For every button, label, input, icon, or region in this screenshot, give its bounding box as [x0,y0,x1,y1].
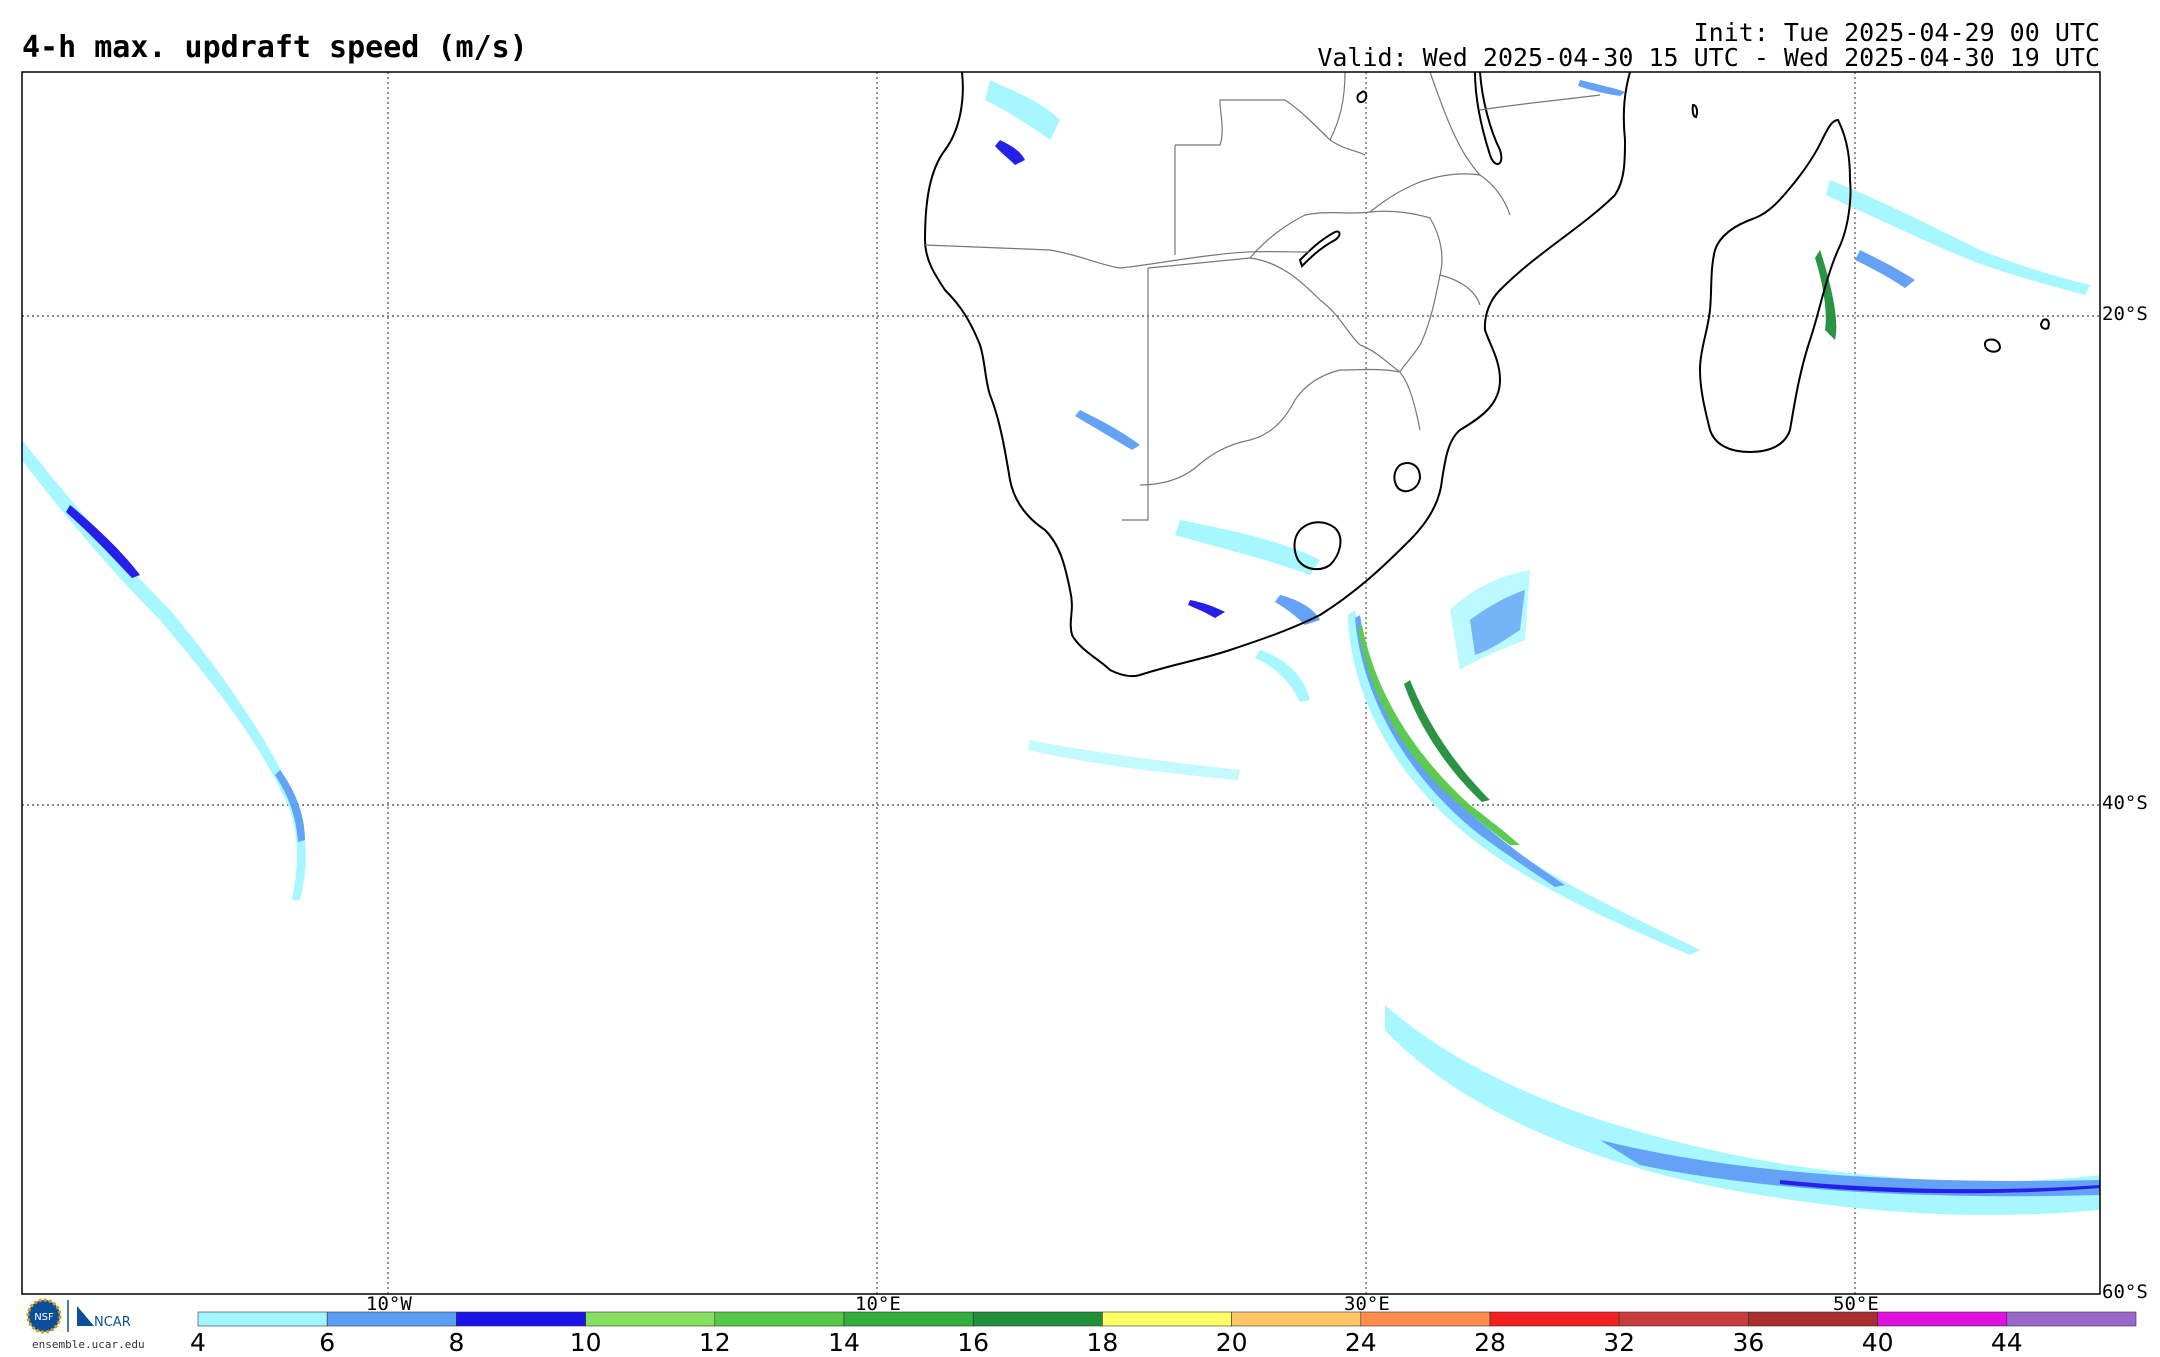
nsf-logo: NSF [26,1298,62,1334]
colorbar-segment [1618,1311,1749,1327]
svg-text:NSF: NSF [34,1312,54,1323]
colorbar-tick-label: 16 [957,1328,990,1357]
colorbar-segment [1877,1311,2008,1327]
colorbar-tick-label: 6 [319,1328,336,1357]
colorbar-tick-label: 28 [1474,1328,1506,1357]
colorbar [197,1311,2137,1327]
colorbar-tick-label: 4 [190,1328,206,1357]
lon-label-10w: 10°W [366,1293,412,1315]
lon-label-50e: 50°E [1833,1293,1879,1315]
colorbar-segment [1102,1311,1232,1327]
ncar-logo: NCAR [77,1306,131,1330]
colorbar-tick-label: 10 [569,1328,602,1357]
lon-label-30e: 30°E [1344,1293,1390,1315]
colorbar-tick-label: 8 [448,1328,465,1357]
valid-time: Valid: Wed 2025-04-30 15 UTC - Wed 2025-… [1317,43,2100,72]
colorbar-tick-label: 14 [828,1328,860,1357]
colorbar-segment [585,1311,716,1327]
svg-text:NCAR: NCAR [94,1315,131,1330]
lat-label-40s: 40°S [2102,792,2148,814]
colorbar-tick-label: 20 [1215,1328,1248,1357]
graticule [22,72,2100,1294]
colorbar-segment [2006,1311,2137,1327]
lat-label-20s: 20°S [2102,303,2148,325]
lat-label-60s: 60°S [2102,1281,2148,1303]
colorbar-tick-label: 44 [1990,1328,2023,1357]
colorbar-segment [1231,1311,1362,1327]
colorbar-tick-label: 18 [1086,1328,1119,1357]
site-url: ensemble.ucar.edu [32,1338,145,1351]
init-time: Init: Tue 2025-04-29 00 UTC [1693,18,2100,47]
colorbar-tick-label: 40 [1861,1328,1894,1357]
colorbar-tick-label: 32 [1603,1328,1636,1357]
colorbar-tick-label: 36 [1732,1328,1765,1357]
colorbar-segment [714,1311,845,1327]
colorbar-segment [972,1311,1103,1327]
colorbar-segment [1489,1311,1620,1327]
map-title: 4-h max. updraft speed (m/s) [22,30,528,65]
coastlines [923,72,2050,678]
colorbar-segment [456,1311,586,1327]
colorbar-tick-label: 12 [698,1328,731,1357]
updraft-field [22,80,2100,1215]
logos: NSF NCAR [26,1298,131,1334]
colorbar-segment [197,1311,328,1327]
country-borders [924,72,1601,521]
colorbar-tick-label: 24 [1344,1328,1377,1357]
lon-label-10e: 10°E [855,1293,901,1315]
